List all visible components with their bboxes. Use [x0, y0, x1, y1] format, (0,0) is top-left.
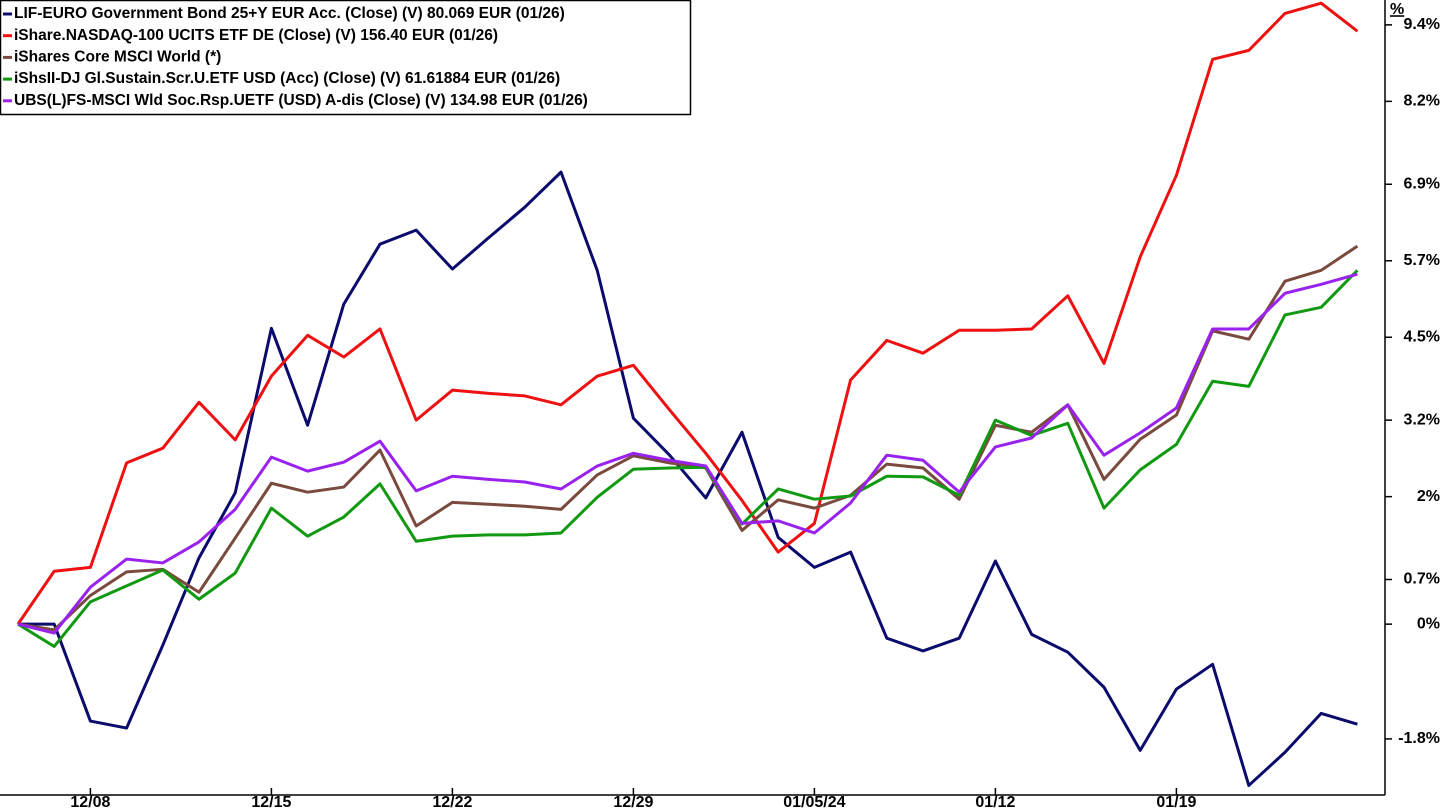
- x-tick-label: 01/05/24: [783, 794, 845, 811]
- legend-label: iShare.NASDAQ-100 UCITS ETF DE (Close) (…: [14, 27, 498, 44]
- series-line: [17, 269, 1359, 648]
- legend-label: iShares Core MSCI World (*): [14, 48, 221, 65]
- legend-label: iShsII-DJ Gl.Sustain.Scr.U.ETF USD (Acc)…: [14, 70, 560, 87]
- y-tick-label: 5.7%: [1404, 252, 1440, 269]
- y-tick-label: 4.5%: [1404, 328, 1440, 345]
- legend: LIF-EURO Government Bond 25+Y EUR Acc. (…: [0, 0, 692, 116]
- y-unit: %: [1390, 1, 1404, 18]
- x-tick-label: 01/19: [1156, 794, 1196, 811]
- y-tick-label: 6.9%: [1404, 175, 1440, 192]
- series-line: [18, 170, 1358, 787]
- y-tick-label: 2%: [1417, 488, 1440, 505]
- series-line: [16, 1, 1359, 625]
- x-tick-label: 12/22: [432, 794, 472, 811]
- legend-box: [0, 0, 692, 116]
- legend-label: UBS(L)FS-MSCI Wld Soc.Rsp.UETF (USD) A-d…: [14, 92, 588, 109]
- y-tick-label: 9.4%: [1404, 16, 1440, 33]
- y-tick-label: 0.7%: [1404, 571, 1440, 588]
- y-tick-label: 8.2%: [1404, 93, 1440, 110]
- x-tick-label: 12/08: [70, 794, 110, 811]
- y-tick-label: -1.8%: [1398, 730, 1440, 747]
- series-line: [17, 244, 1359, 632]
- x-tick-label: 12/15: [251, 794, 291, 811]
- x-tick-label: 01/12: [975, 794, 1015, 811]
- series-line: [17, 272, 1358, 635]
- y-tick-label: 3.2%: [1404, 411, 1440, 428]
- legend-label: LIF-EURO Government Bond 25+Y EUR Acc. (…: [14, 5, 565, 22]
- y-tick-label: 0%: [1417, 615, 1440, 632]
- x-tick-label: 12/29: [613, 794, 653, 811]
